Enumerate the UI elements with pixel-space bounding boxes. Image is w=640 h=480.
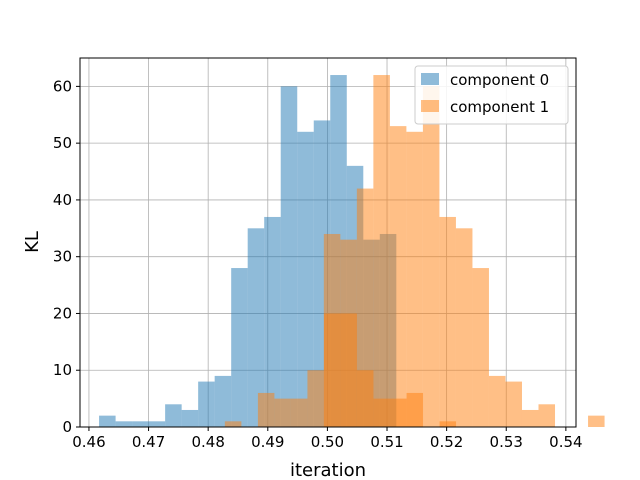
legend-swatch-component-0 <box>421 73 439 85</box>
y-tick-label: 50 <box>53 134 72 152</box>
plot-frame <box>79 57 577 428</box>
legend: component 0 component 1 <box>414 65 569 125</box>
component-1-bar <box>422 86 440 427</box>
component-1-bar <box>439 216 456 427</box>
x-tick-label: 0.46 <box>72 433 105 451</box>
component-0-bar <box>214 375 232 427</box>
component-0-bar <box>99 415 116 427</box>
component-1-bar <box>538 404 556 427</box>
component-1-bar <box>340 239 357 427</box>
component-0-bar <box>165 404 182 427</box>
x-tick-label: 0.47 <box>132 433 165 451</box>
x-tick-label: 0.51 <box>370 433 403 451</box>
legend-box <box>414 65 569 125</box>
y-tick-label: 0 <box>62 418 72 436</box>
legend-label-component-1: component 1 <box>450 98 549 116</box>
y-tick-label: 40 <box>53 191 72 209</box>
component-0-bar <box>297 131 314 428</box>
component-1-bar <box>472 268 489 427</box>
component-0-bar <box>231 268 248 427</box>
component-1-bar <box>356 188 374 427</box>
component-1-bar <box>307 370 324 427</box>
component-0-bar <box>264 216 281 427</box>
y-axis-ticks: 0 10 20 30 40 50 60 <box>53 77 80 436</box>
component-1-bar <box>488 375 506 427</box>
legend-label-component-0: component 0 <box>450 71 549 89</box>
x-axis-label: iteration <box>290 460 366 480</box>
x-tick-label: 0.54 <box>549 433 582 451</box>
y-tick-label: 20 <box>53 304 72 322</box>
component-0-bar <box>181 409 199 427</box>
component-0-bar <box>198 381 215 427</box>
y-tick-label: 60 <box>53 77 72 95</box>
x-tick-label: 0.52 <box>430 433 463 451</box>
y-axis-label: KL <box>22 231 43 253</box>
component-1-bar <box>406 131 423 428</box>
component-1-bar <box>224 421 242 427</box>
component-0-bar <box>247 228 265 427</box>
component-1-bar <box>373 75 390 428</box>
x-tick-label: 0.50 <box>311 433 344 451</box>
component-1-bar <box>257 392 275 427</box>
y-tick-label: 10 <box>53 361 72 379</box>
y-tick-label: 30 <box>53 248 72 266</box>
x-tick-label: 0.48 <box>191 433 224 451</box>
component-0-bar <box>132 421 149 427</box>
component-1-bar <box>323 233 341 427</box>
component-1-bar <box>389 126 407 427</box>
x-tick-label: 0.49 <box>251 433 284 451</box>
x-axis-ticks: 0.46 0.47 0.48 0.49 0.50 0.51 0.52 0.53 0.54 <box>72 427 583 451</box>
series-component-1 <box>224 75 605 428</box>
legend-swatch-component-1 <box>421 100 439 112</box>
component-0-bar <box>280 86 298 427</box>
component-1-bar <box>274 398 291 427</box>
x-tick-label: 0.53 <box>490 433 523 451</box>
component-0-bar <box>148 421 166 427</box>
component-1-bar <box>455 228 473 427</box>
component-0-bar <box>115 421 133 427</box>
component-1-bar <box>588 415 605 427</box>
component-1-bar <box>505 381 522 427</box>
component-1-bar <box>290 398 308 427</box>
component-1-bar <box>521 409 539 427</box>
